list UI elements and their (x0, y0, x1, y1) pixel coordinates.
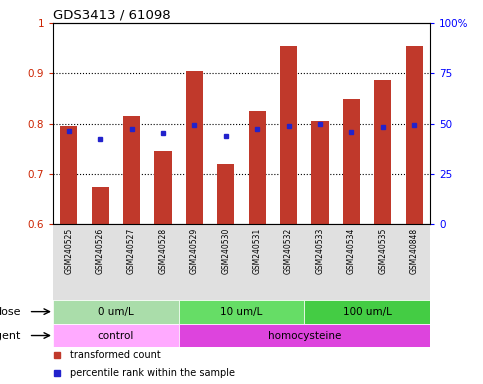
Bar (60, 126, 77, 224)
Text: GSM240532: GSM240532 (284, 228, 293, 274)
Bar (217, 164, 234, 224)
Text: 0 um/L: 0 um/L (98, 307, 134, 317)
Text: GSM240528: GSM240528 (158, 228, 168, 274)
Bar (179, 300, 304, 324)
Bar (92, 187, 109, 224)
Text: GSM240535: GSM240535 (378, 228, 387, 275)
Text: GSM240529: GSM240529 (190, 228, 199, 274)
Text: GSM240533: GSM240533 (315, 228, 325, 275)
Text: 100 um/L: 100 um/L (342, 307, 392, 317)
Bar (53, 300, 179, 324)
Text: GSM240526: GSM240526 (96, 228, 105, 274)
Bar (179, 324, 430, 348)
Bar (406, 46, 423, 224)
Text: dose: dose (0, 307, 21, 317)
Text: GSM240530: GSM240530 (221, 228, 230, 275)
Bar (123, 116, 140, 224)
Text: GSM240527: GSM240527 (127, 228, 136, 274)
Text: agent: agent (0, 331, 21, 341)
Text: GSM240531: GSM240531 (253, 228, 262, 274)
Bar (186, 71, 203, 224)
Bar (53, 324, 179, 348)
Text: GSM240525: GSM240525 (64, 228, 73, 274)
Bar (374, 80, 391, 224)
Text: GSM240848: GSM240848 (410, 228, 419, 274)
Bar (280, 46, 297, 224)
Text: GSM240534: GSM240534 (347, 228, 356, 275)
Text: homocysteine: homocysteine (268, 331, 341, 341)
Bar (312, 121, 328, 224)
Text: GDS3413 / 61098: GDS3413 / 61098 (53, 9, 171, 22)
Bar (155, 151, 171, 224)
Text: control: control (98, 331, 134, 341)
Text: percentile rank within the sample: percentile rank within the sample (70, 368, 235, 378)
Bar (53, 224, 430, 300)
Bar (343, 99, 360, 224)
Bar (304, 300, 430, 324)
Text: 10 um/L: 10 um/L (220, 307, 263, 317)
Text: transformed count: transformed count (70, 350, 161, 360)
Bar (249, 111, 266, 224)
